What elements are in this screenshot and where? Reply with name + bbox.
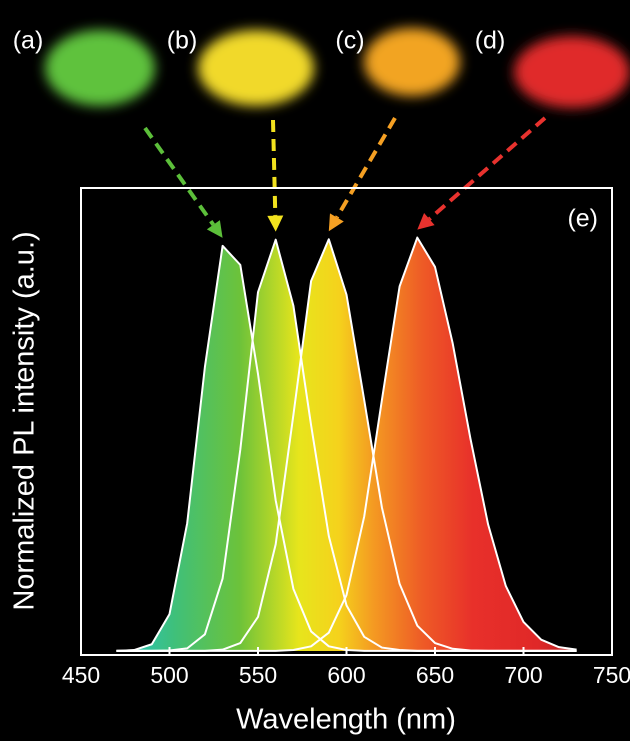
powder-green: [45, 30, 155, 106]
sample-label: (c): [335, 27, 364, 55]
sample-label: (b): [167, 27, 198, 55]
pointer-arrowhead: [207, 220, 223, 238]
pointer-arrowhead: [267, 215, 283, 231]
powder-yellow: [198, 30, 314, 106]
pointer-arrowhead: [417, 213, 434, 230]
pointer-arrow: [273, 120, 275, 216]
x-tick-label: 550: [239, 662, 277, 688]
x-tick-label: 500: [150, 662, 188, 688]
pointer-arrow: [429, 118, 545, 219]
plot-area: [116, 238, 576, 651]
pointer-arrow: [337, 118, 395, 217]
powder-orange: [364, 28, 460, 96]
sample-label: (a): [13, 27, 44, 55]
chart: Wavelength (nm) Normalized PL intensity …: [0, 0, 630, 736]
x-tick-label: 600: [327, 662, 365, 688]
x-axis-title: Wavelength (nm): [236, 704, 456, 736]
x-tick-label: 700: [504, 662, 542, 688]
pointer-arrow: [145, 128, 213, 225]
x-tick-label: 650: [416, 662, 454, 688]
page: {"chart_data": {"type": "area", "x_label…: [0, 0, 630, 736]
x-tick-label: 750: [593, 662, 630, 688]
powder-red: [514, 36, 630, 108]
sample-label: (d): [475, 27, 506, 55]
panel-label: (e): [567, 205, 598, 233]
x-tick-label: 450: [62, 662, 100, 688]
y-axis-title: Normalized PL intensity (a.u.): [9, 231, 41, 610]
